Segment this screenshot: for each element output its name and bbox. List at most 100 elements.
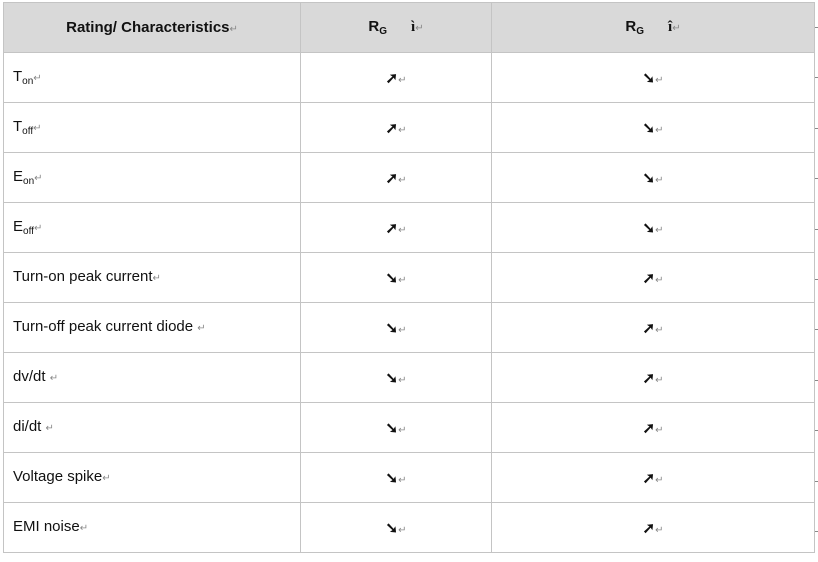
return-mark: ↵	[102, 473, 111, 484]
table-row: Turn-off peak current diode ↵ ➘ ↵ ➚↵	[3, 302, 815, 353]
row-end-marker	[815, 27, 818, 28]
rg-decrease-cell: ➚↵	[491, 402, 815, 453]
header-rg-decrease: RG î↵	[491, 2, 815, 53]
characteristic-label: Voltage spike	[13, 468, 103, 485]
characteristic-label: Turn-off peak current diode	[13, 318, 198, 335]
return-mark: ↵	[398, 224, 407, 236]
return-mark: ↵	[229, 24, 238, 35]
return-mark: ↵	[655, 74, 664, 86]
arrow-down-right-icon: ➘	[385, 319, 399, 337]
return-mark: ↵	[655, 424, 664, 436]
table-row: dv/dt ↵ ➘↵ ➚↵	[3, 352, 815, 403]
rg-decrease-cell: ➘↵	[491, 102, 815, 153]
rg-increase-cell: ➚↵	[300, 52, 492, 103]
rg-increase-cell: ➘↵	[300, 402, 492, 453]
rg-decrease-cell: ➘↵	[491, 202, 815, 253]
characteristic-cell: Eoff↵	[3, 202, 301, 253]
row-end-marker	[815, 279, 818, 280]
return-mark: ↵	[33, 73, 42, 84]
rg-decrease-cell: ➚↵	[491, 452, 815, 503]
arrow-down-right-icon: ➘	[642, 169, 656, 187]
characteristic-cell: di/dt ↵	[3, 402, 301, 453]
characteristic-cell: EMI noise↵	[3, 502, 301, 553]
return-mark: ↵	[655, 474, 664, 486]
return-mark: ↵	[398, 174, 407, 186]
row-end-marker	[815, 329, 818, 331]
return-mark: ↵	[398, 74, 407, 86]
row-end-marker	[815, 178, 818, 180]
table-row: Eon↵ ➚↵ ➘↵	[3, 152, 815, 203]
arrow-up-right-icon: ➚	[642, 369, 656, 387]
return-mark: ↵	[398, 274, 407, 286]
header-rg-increase: RG ì↵	[300, 2, 492, 53]
return-mark: ↵	[655, 274, 664, 286]
characteristic-label: T	[13, 118, 23, 135]
header-row: Rating/ Characteristics↵ RG ì↵ RG î↵	[3, 2, 815, 53]
arrow-down-right-icon: ➘	[642, 219, 656, 237]
rg-decrease-cell: ➘↵	[491, 152, 815, 203]
characteristic-label: di/dt	[13, 418, 46, 435]
table-row: Voltage spike↵ ➘↵ ➚↵	[3, 452, 815, 503]
return-mark: ↵	[398, 474, 407, 486]
return-mark: ↵	[655, 524, 664, 536]
table-row: Turn-on peak current↵ ➘↵ ➚↵	[3, 252, 815, 303]
arrow-up-right-icon: ➚	[642, 519, 656, 537]
rg-decrease-cell: ➚↵	[491, 302, 815, 353]
return-mark: ↵	[655, 224, 664, 236]
return-mark: ↵	[33, 223, 43, 234]
return-mark: ↵	[398, 124, 407, 136]
arrow-up-right-icon: ➚	[642, 269, 656, 287]
arrow-up-right-icon: ➚	[642, 469, 656, 487]
rg-characteristics-table: Rating/ Characteristics↵ RG ì↵ RG î↵ Ton↵ …	[3, 2, 815, 553]
rg-sub: G	[379, 26, 388, 37]
arrow-up-right-icon: ➚	[642, 319, 656, 337]
row-end-marker	[815, 531, 818, 532]
return-mark: ↵	[415, 23, 424, 34]
rg-label: R	[368, 18, 380, 35]
rg-increase-cell: ➚↵	[300, 202, 492, 253]
arrow-down-right-icon: ➘	[385, 469, 399, 487]
return-mark: ↵	[197, 323, 206, 334]
increase-symbol: ì	[411, 19, 416, 35]
arrow-up-right-icon: ➚	[385, 169, 399, 187]
characteristic-subscript: off	[22, 126, 34, 137]
rg-decrease-cell: ➘↵	[491, 52, 815, 103]
return-mark: ↵	[655, 174, 664, 186]
arrow-down-right-icon: ➘	[385, 369, 399, 387]
row-end-marker	[815, 127, 818, 129]
characteristic-cell: Voltage spike↵	[3, 452, 301, 503]
return-mark: ↵	[398, 524, 407, 536]
arrow-down-right-icon: ➘	[385, 269, 399, 287]
return-mark: ↵	[33, 123, 42, 134]
header-rating-label: Rating/ Characteristics	[66, 19, 230, 36]
arrow-down-right-icon: ➘	[642, 119, 656, 137]
characteristic-cell: Eon↵	[3, 152, 301, 203]
return-mark: ↵	[398, 424, 407, 436]
arrow-up-right-icon: ➚	[385, 219, 399, 237]
arrow-down-right-icon: ➘	[642, 69, 656, 87]
row-end-marker	[815, 77, 818, 79]
return-mark: ↵	[49, 373, 59, 384]
arrow-up-right-icon: ➚	[385, 119, 399, 137]
characteristic-label: Turn-on peak current	[13, 268, 153, 285]
return-mark: ↵	[45, 423, 54, 434]
characteristic-label: T	[13, 68, 23, 85]
rg-increase-cell: ➘↵	[300, 252, 492, 303]
arrow-up-right-icon: ➚	[385, 69, 399, 87]
return-mark: ↵	[655, 324, 664, 336]
table-row: Eoff↵ ➚↵ ➘↵	[3, 202, 815, 253]
return-mark: ↵	[672, 23, 681, 34]
table-row: EMI noise↵ ➘↵ ➚↵	[3, 502, 815, 553]
characteristic-subscript: off	[23, 226, 34, 237]
rg-increase-cell: ➘↵	[300, 502, 492, 553]
characteristic-label: E	[13, 218, 24, 235]
return-mark: ↵	[398, 374, 407, 386]
characteristic-label: E	[13, 168, 24, 185]
row-end-marker	[815, 379, 818, 381]
rg-decrease-cell: ➚↵	[491, 252, 815, 303]
rg-increase-cell: ➚↵	[300, 102, 492, 153]
row-end-marker	[815, 430, 818, 432]
characteristic-subscript: on	[23, 176, 35, 187]
arrow-down-right-icon: ➘	[385, 519, 399, 537]
characteristic-label: dv/dt	[13, 368, 50, 385]
